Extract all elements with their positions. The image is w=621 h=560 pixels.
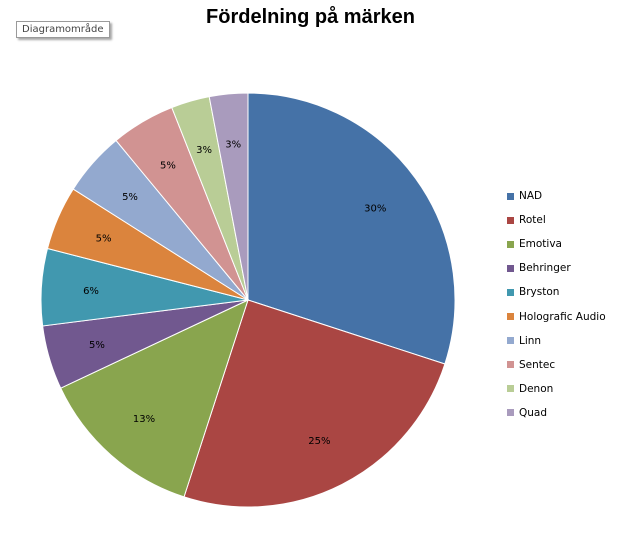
legend-label: Quad (519, 406, 548, 419)
legend-swatch (507, 409, 514, 417)
data-label-nad: 30% (364, 204, 386, 215)
legend-item-behringer[interactable]: Behringer (507, 256, 606, 280)
legend-swatch (507, 337, 514, 345)
legend-swatch (507, 288, 514, 296)
pie-slice-emotiva[interactable] (60, 299, 249, 498)
legend-item-denon[interactable]: Denon (507, 377, 606, 401)
chart-title: Fördelning på märken (206, 6, 415, 28)
legend-label: Linn (519, 334, 542, 347)
data-label-holografic-audio: 5% (96, 234, 112, 245)
legend-item-holografic-audio[interactable]: Holografic Audio (507, 304, 606, 328)
legend-label: Behringer (519, 262, 571, 275)
data-label-emotiva: 13% (133, 414, 155, 425)
legend-swatch (507, 264, 514, 272)
data-label-sentec: 5% (160, 161, 176, 172)
legend-swatch (507, 240, 514, 248)
legend-swatch (507, 192, 514, 200)
chart-legend[interactable]: NAD Rotel Emotiva Behringer Bryston Holografi… (507, 184, 606, 425)
pie-slice-rotel[interactable] (183, 299, 446, 508)
legend-label: Emotiva (519, 238, 562, 251)
data-label-bryston: 6% (83, 286, 99, 297)
data-label-linn: 5% (122, 192, 138, 203)
legend-item-emotiva[interactable]: Emotiva (507, 232, 606, 256)
legend-label: Holografic Audio (519, 310, 606, 323)
legend-label: Denon (519, 382, 554, 395)
data-label-rotel: 25% (308, 436, 330, 447)
data-label-behringer: 5% (89, 340, 105, 351)
legend-label: Bryston (519, 286, 560, 299)
legend-item-quad[interactable]: Quad (507, 401, 606, 425)
pie-slice-quad[interactable] (208, 92, 249, 301)
legend-item-bryston[interactable]: Bryston (507, 280, 606, 304)
legend-label: Sentec (519, 358, 556, 371)
legend-swatch (507, 313, 514, 321)
data-label-denon: 3% (196, 145, 212, 156)
legend-item-nad[interactable]: NAD (507, 184, 606, 208)
pie-slice-nad[interactable] (247, 92, 456, 365)
legend-label: NAD (519, 190, 543, 203)
legend-swatch (507, 216, 514, 224)
legend-swatch (507, 361, 514, 369)
legend-label: Rotel (519, 214, 546, 227)
chart-area-tooltip: Diagramområde (16, 21, 110, 38)
legend-item-linn[interactable]: Linn (507, 329, 606, 353)
legend-swatch (507, 385, 514, 393)
legend-item-sentec[interactable]: Sentec (507, 353, 606, 377)
data-label-quad: 3% (225, 139, 241, 150)
legend-item-rotel[interactable]: Rotel (507, 208, 606, 232)
